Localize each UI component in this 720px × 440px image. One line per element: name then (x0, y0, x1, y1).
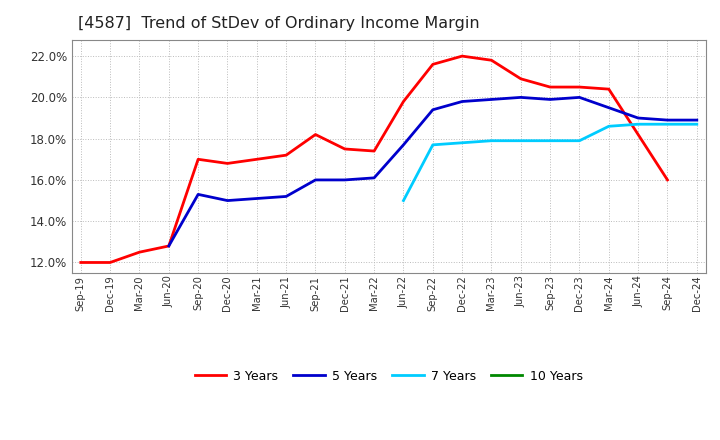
Text: [4587]  Trend of StDev of Ordinary Income Margin: [4587] Trend of StDev of Ordinary Income… (78, 16, 480, 32)
Legend: 3 Years, 5 Years, 7 Years, 10 Years: 3 Years, 5 Years, 7 Years, 10 Years (189, 365, 588, 388)
